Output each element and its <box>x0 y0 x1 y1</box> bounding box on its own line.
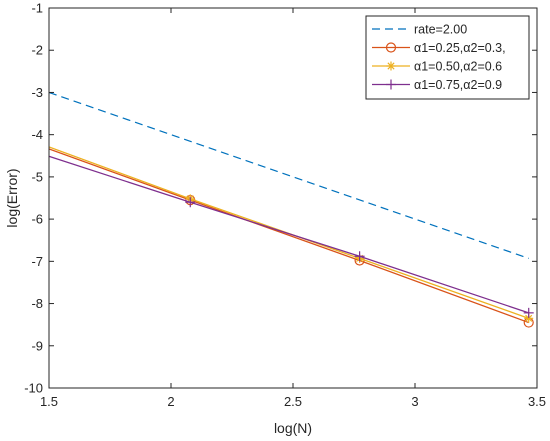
legend-label-2: α1=0.25,α2=0.3, <box>414 41 506 55</box>
y-tick-label: -10 <box>24 381 43 396</box>
legend-label-3: α1=0.50,α2=0.6 <box>414 60 502 74</box>
series-3-point <box>524 313 534 323</box>
axis-layer: 1.5 2 2.5 3 3.5 -10 -9 -8 -7 -6 -5 -4 -3 -2 -1 <box>24 1 546 410</box>
legend-marker-3 <box>386 61 396 71</box>
legend: rate=2.00 α1=0.25,α2=0.3, α1=0.50,α2=0.6 α1… <box>365 15 530 100</box>
series-4-point <box>185 197 196 208</box>
x-tick-label: 3 <box>411 394 418 409</box>
x-tick-label: 1.5 <box>40 394 58 409</box>
y-tick-label: -9 <box>31 338 43 353</box>
series-4-point <box>354 251 365 262</box>
y-tick-label: -6 <box>31 212 43 227</box>
legend-marker-2 <box>385 42 397 53</box>
y-tick-label: -4 <box>31 127 43 142</box>
series-line-4 <box>49 155 529 314</box>
series-line-1 <box>49 91 529 259</box>
y-tick-label: -3 <box>31 85 43 100</box>
y-tick-label: -8 <box>31 296 43 311</box>
series-line-2 <box>49 148 529 324</box>
y-tick-label: -5 <box>31 169 43 184</box>
legend-label-4: α1=0.75,α2=0.9 <box>414 78 502 92</box>
y-tick-label: -2 <box>31 43 43 58</box>
y-tick-label: -1 <box>31 1 43 16</box>
y-axis-label: log(Error) <box>4 168 20 227</box>
legend-label-1: rate=2.00 <box>414 23 467 37</box>
series-4-point <box>523 307 534 318</box>
x-tick-label: 2.5 <box>284 394 302 409</box>
y-tick-label: -7 <box>31 254 43 269</box>
series-layer <box>49 91 534 328</box>
x-tick-label: 2 <box>167 394 174 409</box>
x-axis-label: log(N) <box>274 420 312 436</box>
legend-marker-4 <box>386 79 396 90</box>
x-tick-label: 3.5 <box>528 394 546 409</box>
legend-box <box>365 15 530 100</box>
